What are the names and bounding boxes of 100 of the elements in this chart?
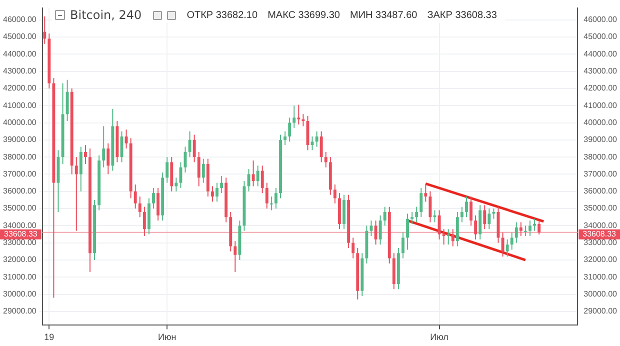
candlestick [220,175,224,194]
candlestick [66,79,69,122]
y2-tick-label: 32000.00 [584,255,618,264]
candlestick [260,165,264,194]
annotation: ОТКР 33682.10 [186,10,258,20]
candlestick [506,238,509,258]
y2-tick-label: 37000.00 [584,169,618,178]
candlestick [483,204,486,230]
y2-tick-label: 36000.00 [584,186,618,196]
y-tick-label: 39000.00 [2,135,37,144]
candlestick [174,177,178,192]
x-tick-label: Июн [158,332,176,342]
y-tick-label: 44000.00 [2,49,37,58]
y-tick-label: 46000.00 [2,15,37,24]
candlestick [297,104,300,125]
y2-tick-label: 33000.00 [584,238,618,248]
candlestick [211,186,214,202]
candlestick [202,158,205,184]
y-tick-label: 41000.00 [2,100,37,110]
y-tick-label: 34000.00 [2,220,37,230]
y-tick-label: 29000.00 [2,306,37,316]
y2-tick-label: 38000.00 [584,152,618,162]
candlestick [256,165,260,187]
candlestick [442,228,446,246]
candlestick [420,187,423,218]
candlestick [216,182,218,202]
y2-tick-label: 42000.00 [584,84,618,93]
candlestick [438,210,441,240]
candlestick [352,237,355,259]
candlestick [292,105,296,128]
candlestick [124,129,128,149]
x-tick-label: Июл [430,332,448,342]
candlestick [265,182,268,210]
y-tick-label: 37000.00 [2,169,37,178]
candlestick [302,114,305,127]
y2-tick-label: 35000.00 [584,204,618,213]
candlestick [370,220,373,236]
candlestick [234,240,237,273]
candlestick [514,222,518,244]
y-tick-label: 43000.00 [2,66,37,76]
candlestick [166,156,169,184]
y2-tick-label: 39000.00 [584,135,618,144]
candlestick [410,211,414,224]
candlestick [142,206,146,236]
candlestick [524,225,527,236]
candlestick [320,130,323,163]
candlestick [528,220,532,236]
x-tick-label: 19 [44,332,54,342]
y-tick-label: 42000.00 [2,84,37,93]
candlestick [519,222,522,236]
candlestick [192,134,196,163]
candlestick [134,184,137,210]
candlestick [510,232,514,250]
candlestick [533,218,536,232]
candlestick [102,126,106,168]
candlestick [451,228,454,247]
y2-tick-label: 31000.00 [584,272,618,282]
candlestick [465,196,468,218]
candlestick [84,144,87,164]
candlestick [252,160,255,187]
y-tick-label: 31000.00 [2,272,37,282]
candlestick [43,16,46,44]
candlestick [270,196,273,211]
y-tick-label: 30000.00 [2,290,37,299]
text: 33608.33 [582,230,616,239]
y2-tick-label: 43000.00 [584,66,618,76]
y-tick-label: 45000.00 [2,32,37,42]
candlestick [402,232,404,259]
y2-tick-label: 45000.00 [584,32,618,42]
candlestick [106,142,110,175]
candlestick [488,208,491,230]
y-tick-label: 36000.00 [2,186,37,196]
ref-line-label: 33608.33 [4,230,38,239]
annotation: ЗАКР 33608.33 [427,10,497,20]
candlestick [74,156,78,232]
candlestick [197,151,200,187]
candlestick [446,228,450,246]
candlestick [378,214,382,246]
candlestick [324,151,328,168]
candlestick [474,214,478,240]
y2-tick-label: 46000.00 [584,15,618,24]
candlestick [492,208,496,220]
candlestick [138,196,142,218]
candlestick [333,184,336,204]
candlestick [152,187,155,210]
candlestick [470,196,473,226]
candlestick [460,206,464,223]
candlestick [315,130,318,148]
candlestick [415,206,418,223]
candlestick [424,183,428,202]
candlestick [284,130,287,146]
candlestick [538,220,541,235]
y2-tick-label: 40000.00 [584,118,618,127]
annotation: МИН 33487.60 [350,10,418,20]
y2-tick-label: 44000.00 [584,49,618,58]
candlestick [383,206,386,226]
candlestick [179,162,182,188]
y-tick-label: 35000.00 [2,204,37,213]
candlestick [274,187,278,210]
y-tick-label: 33000.00 [2,238,37,248]
